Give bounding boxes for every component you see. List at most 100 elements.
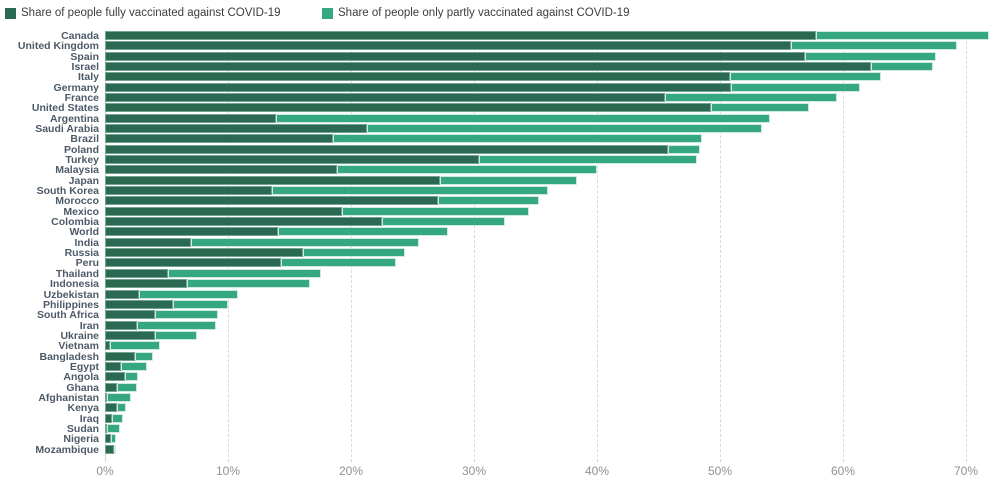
bar-segment-fully[interactable] [105, 320, 137, 330]
bar-segment-partly[interactable] [112, 413, 124, 423]
bar-segment-fully[interactable] [105, 217, 382, 227]
bar-row[interactable]: Poland [0, 144, 1006, 155]
bar-row[interactable]: Saudi Arabia [0, 124, 1006, 134]
bar-segment-partly[interactable] [134, 351, 153, 361]
bar-segment-fully[interactable] [105, 258, 281, 268]
bar-segment-partly[interactable] [478, 155, 697, 165]
bar-row[interactable]: Japan [0, 176, 1006, 186]
bar-segment-partly[interactable] [191, 237, 419, 247]
bar-segment-partly[interactable] [167, 268, 322, 278]
bar-segment-partly[interactable] [332, 134, 702, 144]
bar-segment-partly[interactable] [438, 196, 540, 206]
bar-segment-fully[interactable] [105, 113, 276, 123]
bar-segment-partly[interactable] [278, 227, 449, 237]
bar-row[interactable]: Sudan [0, 424, 1006, 434]
bar-segment-fully[interactable] [105, 144, 669, 154]
bar-segment-partly[interactable] [668, 144, 701, 154]
bar-row[interactable]: Spain [0, 51, 1006, 62]
bar-segment-fully[interactable] [105, 165, 338, 175]
bar-row[interactable]: Egypt [0, 362, 1006, 372]
bar-row[interactable]: Germany [0, 82, 1006, 93]
bar-segment-partly[interactable] [280, 258, 397, 268]
bar-segment-partly[interactable] [342, 206, 530, 216]
bar-row[interactable]: South Africa [0, 310, 1006, 320]
bar-row[interactable]: Vietnam [0, 341, 1006, 351]
bar-segment-partly[interactable] [272, 186, 548, 196]
bar-segment-fully[interactable] [105, 196, 439, 206]
bar-segment-partly[interactable] [113, 444, 117, 454]
bar-row[interactable]: Thailand [0, 269, 1006, 279]
bar-row[interactable]: Israel [0, 62, 1006, 72]
bar-segment-fully[interactable] [105, 413, 113, 423]
bar-row[interactable]: Bangladesh [0, 351, 1006, 362]
bar-segment-fully[interactable] [105, 310, 156, 320]
bar-segment-fully[interactable] [105, 444, 114, 454]
bar-segment-fully[interactable] [105, 268, 168, 278]
bar-segment-partly[interactable] [136, 320, 216, 330]
bar-row[interactable]: Turkey [0, 155, 1006, 165]
bar-segment-partly[interactable] [111, 434, 117, 444]
bar-row[interactable]: Canada [0, 31, 1006, 41]
bar-segment-fully[interactable] [105, 31, 816, 40]
bar-segment-fully[interactable] [105, 41, 792, 51]
bar-segment-fully[interactable] [105, 51, 805, 61]
bar-segment-fully[interactable] [105, 361, 121, 371]
bar-segment-fully[interactable] [105, 382, 118, 392]
bar-segment-partly[interactable] [120, 361, 147, 371]
bar-row[interactable]: India [0, 238, 1006, 248]
bar-segment-fully[interactable] [105, 93, 665, 103]
bar-segment-fully[interactable] [105, 227, 279, 237]
bar-segment-fully[interactable] [105, 82, 732, 92]
bar-row[interactable]: United Kingdom [0, 41, 1006, 52]
bar-row[interactable]: Italy [0, 72, 1006, 83]
bar-row[interactable]: Angola [0, 372, 1006, 382]
bar-row[interactable]: Morocco [0, 196, 1006, 207]
bar-segment-partly[interactable] [815, 31, 990, 40]
bar-row[interactable]: United States [0, 103, 1006, 114]
bar-segment-partly[interactable] [139, 289, 238, 299]
bar-segment-fully[interactable] [105, 237, 192, 247]
bar-segment-partly[interactable] [124, 372, 139, 382]
bar-segment-partly[interactable] [729, 72, 882, 82]
bar-segment-partly[interactable] [711, 103, 809, 113]
bar-segment-partly[interactable] [155, 310, 219, 320]
bar-segment-partly[interactable] [275, 113, 771, 123]
bar-row[interactable]: Ukraine [0, 331, 1006, 341]
bar-segment-partly[interactable] [664, 93, 837, 103]
bar-segment-partly[interactable] [117, 403, 126, 413]
bar-segment-partly[interactable] [791, 41, 958, 51]
bar-segment-partly[interactable] [804, 51, 937, 61]
bar-segment-partly[interactable] [172, 299, 228, 309]
bar-segment-fully[interactable] [105, 403, 118, 413]
bar-row[interactable]: Peru [0, 258, 1006, 269]
bar-segment-fully[interactable] [105, 186, 273, 196]
bar-segment-partly[interactable] [871, 62, 933, 72]
bar-segment-fully[interactable] [105, 423, 108, 433]
bar-segment-partly[interactable] [107, 392, 131, 402]
bar-segment-fully[interactable] [105, 434, 112, 444]
bar-row[interactable]: Indonesia [0, 279, 1006, 289]
bar-segment-fully[interactable] [105, 289, 140, 299]
bar-row[interactable]: Brazil [0, 134, 1006, 145]
bar-row[interactable]: Kenya [0, 403, 1006, 413]
bar-segment-fully[interactable] [105, 248, 304, 258]
bar-row[interactable]: Malaysia [0, 165, 1006, 176]
bar-row[interactable]: Mozambique [0, 444, 1006, 455]
bar-segment-partly[interactable] [381, 217, 505, 227]
bar-row[interactable]: Iran [0, 320, 1006, 331]
bar-segment-partly[interactable] [337, 165, 597, 175]
bar-segment-fully[interactable] [105, 351, 135, 361]
bar-segment-partly[interactable] [439, 175, 578, 185]
bar-row[interactable]: Afghanistan [0, 393, 1006, 403]
bar-segment-partly[interactable] [187, 279, 311, 289]
bar-segment-fully[interactable] [105, 62, 872, 72]
bar-segment-fully[interactable] [105, 206, 343, 216]
bar-segment-fully[interactable] [105, 72, 730, 82]
bar-segment-fully[interactable] [105, 372, 125, 382]
bar-segment-partly[interactable] [109, 341, 161, 351]
bar-segment-fully[interactable] [105, 124, 367, 134]
bar-segment-fully[interactable] [105, 175, 440, 185]
bar-row[interactable]: Philippines [0, 300, 1006, 310]
bar-segment-fully[interactable] [105, 330, 156, 340]
bar-segment-fully[interactable] [105, 134, 333, 144]
